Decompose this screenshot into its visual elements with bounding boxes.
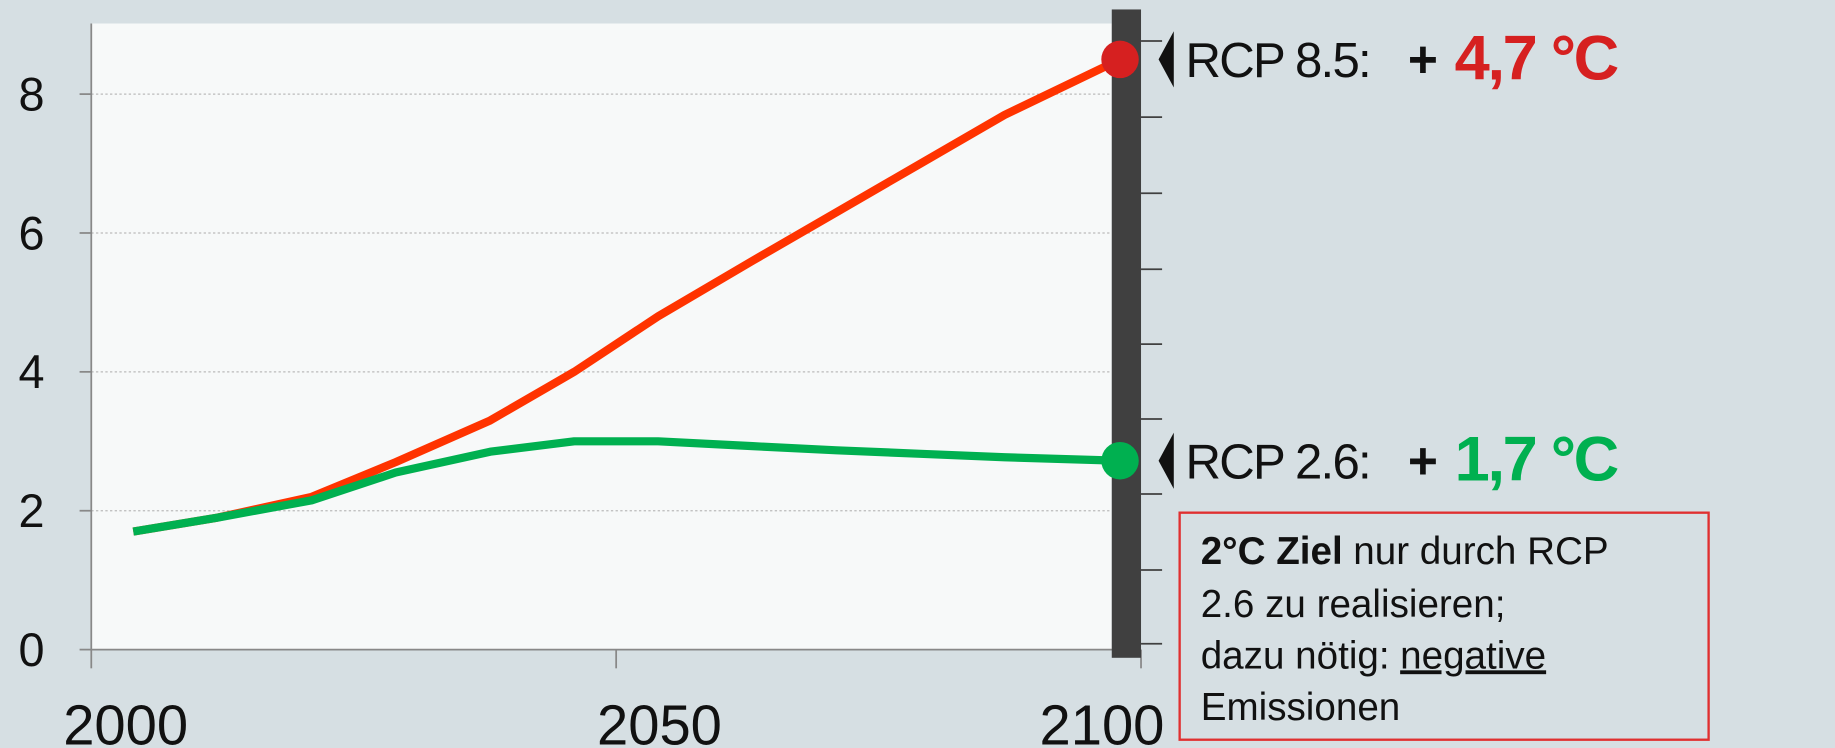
annotations: RCP 8.5: +4,7 °C RCP 2.6: +1,7 °C — [1158, 23, 1620, 495]
note-line: Emissionen — [1201, 686, 1401, 729]
note-line: 2°C Ziel nur durch RCP — [1201, 530, 1609, 573]
y-tick-label: 2 — [18, 485, 44, 537]
series-label: RCP 8.5: — [1185, 34, 1369, 88]
x-tick-label: 2100 — [1039, 693, 1164, 748]
change-label: 1,7 °C — [1455, 425, 1618, 495]
x-tick-label: 2000 — [63, 693, 188, 748]
y-tick-label: 6 — [18, 207, 44, 259]
pointer — [1158, 31, 1174, 88]
change-label: 4,7 °C — [1455, 23, 1618, 93]
note-text: dazu nötig: — [1201, 634, 1390, 677]
note-line: dazu nötig: negative — [1201, 634, 1546, 677]
y-tick-label: 4 — [18, 346, 44, 398]
pointer — [1158, 432, 1174, 489]
end-marker — [1101, 442, 1139, 480]
note-box — [1178, 511, 1710, 741]
note-underline: negative — [1400, 634, 1546, 677]
x-tick-label: 2050 — [597, 693, 722, 748]
note-text: nur durch RCP — [1353, 530, 1608, 573]
bar-ticks — [1141, 40, 1163, 645]
series-line — [132, 437, 1121, 536]
note-line: 2.6 zu realisieren; — [1201, 583, 1506, 626]
sign: + — [1408, 30, 1438, 88]
end-markers — [1101, 40, 1139, 480]
y-tick-label: 0 — [18, 624, 44, 676]
note-bold: 2°C Ziel — [1201, 530, 1343, 573]
end-marker — [1101, 40, 1139, 79]
plot-area — [91, 23, 1112, 650]
sign: + — [1408, 431, 1438, 489]
y-tick-label: 8 — [18, 68, 44, 120]
series-lines — [132, 55, 1122, 536]
end-bar — [1111, 9, 1142, 658]
series-label: RCP 2.6: — [1185, 435, 1369, 489]
